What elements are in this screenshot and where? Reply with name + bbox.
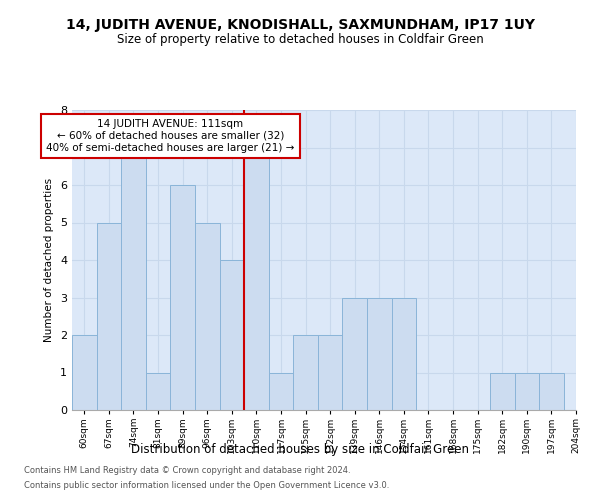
Bar bbox=[220, 260, 244, 410]
Bar bbox=[515, 372, 539, 410]
Text: Contains HM Land Registry data © Crown copyright and database right 2024.: Contains HM Land Registry data © Crown c… bbox=[24, 466, 350, 475]
Bar bbox=[195, 222, 220, 410]
Text: Distribution of detached houses by size in Coldfair Green: Distribution of detached houses by size … bbox=[131, 442, 469, 456]
Text: Size of property relative to detached houses in Coldfair Green: Size of property relative to detached ho… bbox=[116, 32, 484, 46]
Text: Contains public sector information licensed under the Open Government Licence v3: Contains public sector information licen… bbox=[24, 481, 389, 490]
Bar bbox=[367, 298, 392, 410]
Bar bbox=[490, 372, 515, 410]
Bar bbox=[293, 335, 318, 410]
Bar bbox=[97, 222, 121, 410]
Bar bbox=[318, 335, 343, 410]
Bar bbox=[343, 298, 367, 410]
Bar bbox=[244, 148, 269, 410]
Bar bbox=[146, 372, 170, 410]
Bar bbox=[269, 372, 293, 410]
Text: 14, JUDITH AVENUE, KNODISHALL, SAXMUNDHAM, IP17 1UY: 14, JUDITH AVENUE, KNODISHALL, SAXMUNDHA… bbox=[65, 18, 535, 32]
Text: 14 JUDITH AVENUE: 111sqm
← 60% of detached houses are smaller (32)
40% of semi-d: 14 JUDITH AVENUE: 111sqm ← 60% of detach… bbox=[46, 120, 295, 152]
Bar bbox=[121, 148, 146, 410]
Bar bbox=[539, 372, 564, 410]
Y-axis label: Number of detached properties: Number of detached properties bbox=[44, 178, 55, 342]
Bar bbox=[170, 185, 195, 410]
Bar bbox=[72, 335, 97, 410]
Bar bbox=[392, 298, 416, 410]
